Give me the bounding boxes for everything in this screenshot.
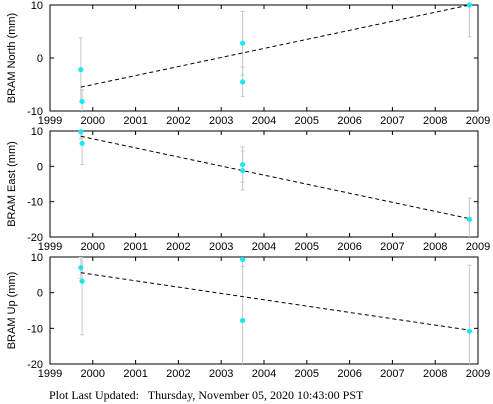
data-point: [240, 317, 246, 324]
x-tick-label: 2006: [337, 368, 361, 380]
x-tick-label: 2005: [295, 368, 319, 380]
data-point: [78, 67, 84, 73]
y-tick-label: 0: [37, 161, 43, 173]
x-tick-label: 2002: [166, 241, 190, 253]
x-tick-label: 1999: [38, 115, 62, 127]
x-tick-label: 2004: [252, 115, 276, 127]
x-tick-label: 2006: [337, 241, 361, 253]
y-tick-label: -10: [27, 106, 43, 118]
x-tick-label: 2003: [209, 368, 233, 380]
x-tick-label: 2000: [81, 115, 105, 127]
data-point: [466, 328, 473, 334]
x-tick-label: 2001: [123, 368, 147, 380]
data-point: [240, 161, 246, 168]
data-point: [240, 79, 246, 85]
data-point: [78, 129, 84, 135]
panel-2: 1999 2000 2001 2002 2003 2004 2005 2006 2007 2008…: [6, 126, 490, 253]
y-tick-label: 0: [37, 288, 43, 300]
plot-frame: [49, 130, 479, 238]
trend-line: [80, 5, 470, 88]
y-tick-label: -20: [27, 232, 43, 244]
x-tick-label: 2000: [81, 368, 105, 380]
trend-line: [80, 272, 470, 331]
x-tick-label: 2007: [380, 368, 404, 380]
x-tick-label: 2004: [252, 368, 276, 380]
data-point: [79, 278, 85, 284]
data-layer: [78, 5, 472, 111]
x-tick-label: 2001: [123, 115, 147, 127]
y-tick-label: 10: [31, 252, 43, 264]
data-point: [79, 140, 85, 146]
data-point: [79, 98, 85, 105]
y-tick-label: 10: [31, 0, 43, 12]
x-tick-label: 2009: [466, 241, 490, 253]
data-point: [466, 216, 473, 222]
x-tick-label: 2005: [295, 115, 319, 127]
plot-updated-footer: Plot Last Updated: Thursday, November 05…: [49, 388, 363, 403]
x-tick-label: 2008: [423, 241, 447, 253]
x-tick-label: 2008: [423, 115, 447, 127]
plot-frame: [49, 4, 479, 112]
x-tick-label: 2007: [380, 115, 404, 127]
panel-3: 1999 2000 2001 2002 2003 2004 2005 2006 2007 2008…: [6, 252, 490, 380]
x-tick-label: 2009: [466, 368, 490, 380]
x-tick-label: 2003: [209, 241, 233, 253]
y-tick-label: -10: [27, 197, 43, 209]
data-layer: [78, 131, 472, 237]
plot-updated-label: Plot Last Updated:: [49, 388, 139, 402]
x-tick-label: 2002: [166, 368, 190, 380]
x-tick-label: 2005: [295, 241, 319, 253]
x-tick-label: 2006: [337, 115, 361, 127]
x-tick-label: 2001: [123, 241, 147, 253]
x-tick-label: 2007: [380, 241, 404, 253]
y-axis-label: BRAM Up (mm): [6, 272, 18, 350]
x-tick-label: 2009: [466, 115, 490, 127]
data-point: [240, 167, 246, 174]
y-tick-label: 0: [37, 53, 43, 65]
y-tick-label: -20: [27, 359, 43, 371]
x-tick-label: 1999: [38, 368, 62, 380]
x-tick-label: 2003: [209, 115, 233, 127]
data-point: [240, 256, 246, 263]
x-tick-label: 2004: [252, 241, 276, 253]
data-point: [240, 40, 246, 46]
y-tick-label: -10: [27, 323, 43, 335]
x-tick-label: 1999: [38, 241, 62, 253]
x-tick-label: 2000: [81, 241, 105, 253]
data-point: [78, 265, 84, 271]
x-tick-label: 2002: [166, 115, 190, 127]
plot-frame: [49, 256, 479, 365]
data-point: [466, 2, 473, 8]
panel-1: 1999 2000 2001 2002 2003 2004 2005 2006 2007 2008…: [6, 0, 490, 127]
trend-line: [80, 135, 470, 220]
y-axis-label: BRAM North (mm): [6, 13, 18, 103]
y-tick-label: 10: [31, 126, 43, 138]
plot-updated-timestamp: Thursday, November 05, 2020 10:43:00 PST: [147, 388, 364, 402]
y-axis-label: BRAM East (mm): [6, 141, 18, 227]
x-tick-label: 2008: [423, 368, 447, 380]
